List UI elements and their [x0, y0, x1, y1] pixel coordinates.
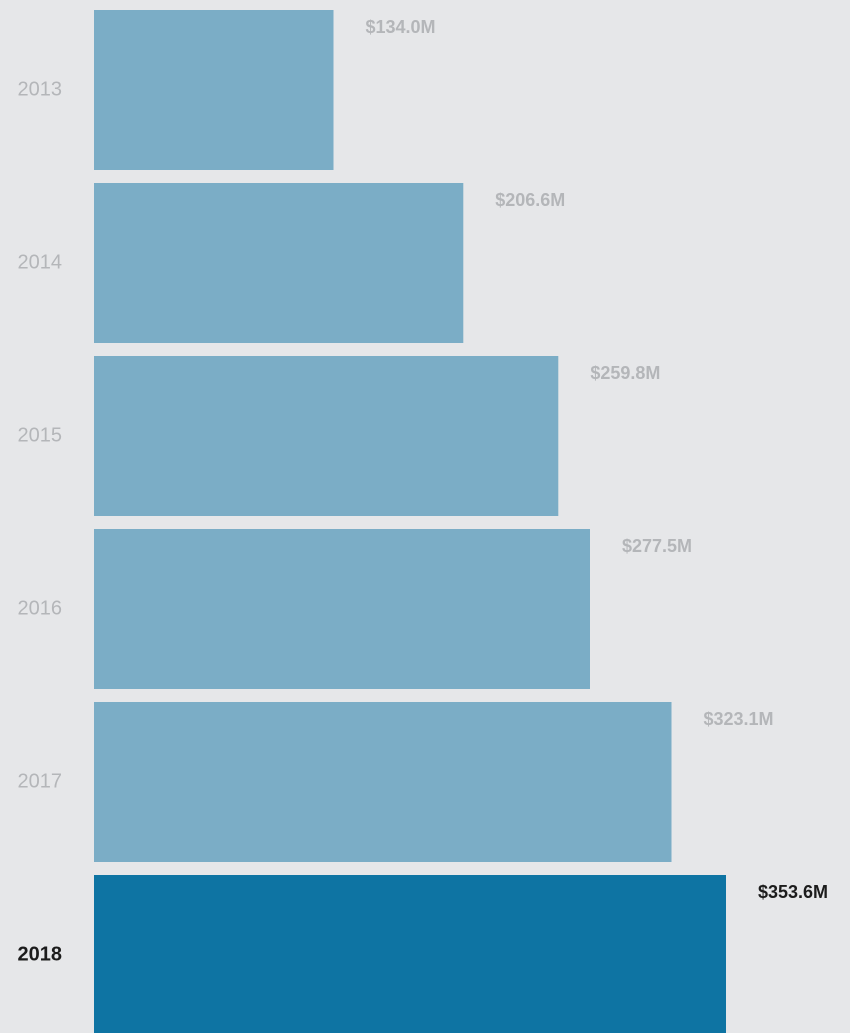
value-label-2013: $134.0M: [366, 17, 436, 37]
value-label-2016: $277.5M: [622, 536, 692, 556]
bar-2018: [94, 875, 726, 1033]
bar-2016: [94, 529, 590, 689]
bar-2013: [94, 10, 334, 170]
bar-2015: [94, 356, 559, 516]
bar-2014: [94, 183, 464, 343]
bar-2017: [94, 702, 672, 862]
category-label-2017: 2017: [18, 770, 63, 792]
value-label-2014: $206.6M: [495, 190, 565, 210]
value-label-2018: $353.6M: [758, 882, 828, 902]
value-label-2017: $323.1M: [703, 709, 773, 729]
category-label-2013: 2013: [18, 78, 63, 100]
category-label-2018: 2018: [18, 943, 63, 965]
value-label-2015: $259.8M: [590, 363, 660, 383]
category-label-2015: 2015: [18, 424, 63, 446]
category-label-2014: 2014: [18, 251, 63, 273]
category-label-2016: 2016: [18, 597, 63, 619]
